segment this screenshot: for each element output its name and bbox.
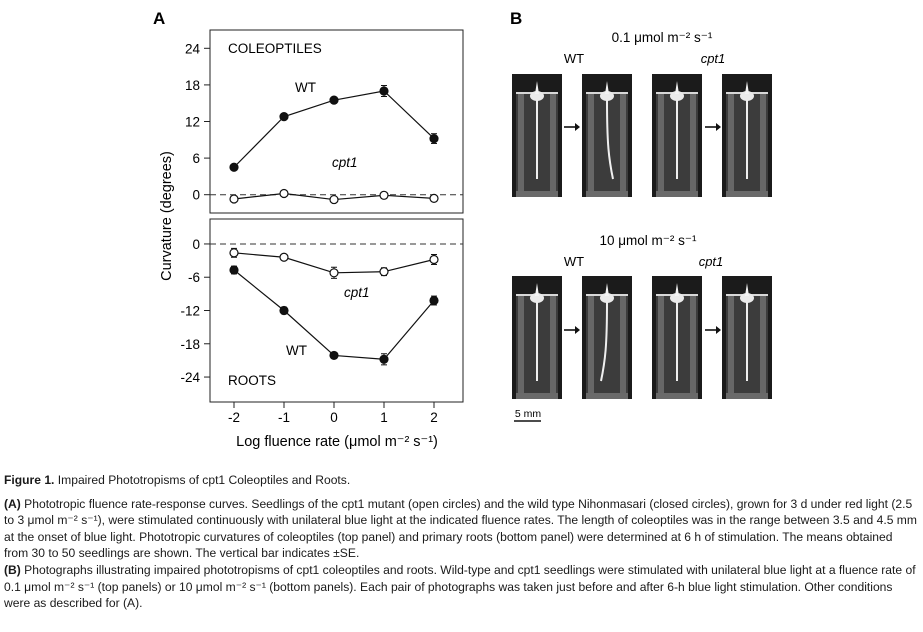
wt-point	[229, 265, 239, 275]
seedling-photo	[652, 74, 702, 197]
root-wt-label: WT	[286, 343, 307, 358]
x-tick-label: 0	[330, 410, 338, 425]
wt-point	[429, 295, 439, 306]
root-series	[229, 247, 439, 366]
y-tick-label: 12	[185, 115, 200, 130]
y-tick-label: -6	[188, 270, 200, 285]
wt-point	[429, 133, 439, 144]
bottom-wt-label: WT	[564, 254, 584, 269]
top-cpt1-label: cpt1	[701, 51, 726, 66]
seedling-photo	[582, 276, 632, 399]
caption-title: Figure 1. Impaired Phototropisms of cpt1…	[4, 472, 918, 489]
arrow-icon	[564, 326, 580, 334]
y-tick-label: 0	[192, 188, 200, 203]
cpt1-point	[279, 252, 289, 262]
wt-point	[279, 112, 289, 122]
cpt1-point	[229, 248, 239, 258]
caption-b-text: Photographs illustrating impaired photot…	[4, 562, 916, 611]
y-tick-label: -24	[180, 370, 200, 385]
caption-a-label: (A)	[4, 496, 21, 511]
coleoptiles-label: COLEOPTILES	[228, 41, 322, 56]
caption-figure-number: Figure 1.	[4, 473, 55, 487]
coleoptile-plot-frame	[209, 29, 464, 214]
wt-point	[329, 350, 339, 361]
y-tick-label: 18	[185, 78, 200, 93]
roots-label: ROOTS	[228, 373, 276, 388]
cpt1-point	[429, 254, 439, 265]
panel-b-letter: B	[510, 9, 522, 28]
coleoptile-series	[229, 85, 439, 205]
arrow-icon	[564, 123, 580, 131]
y-tick-label: -12	[180, 304, 200, 319]
seedling-photo	[722, 276, 772, 399]
wt-point	[329, 95, 339, 105]
root-cpt1-label: cpt1	[344, 285, 370, 300]
wt-point	[279, 305, 289, 316]
arrow-icon	[705, 123, 721, 131]
cpt1-point	[279, 188, 289, 199]
cpt1-point	[329, 194, 339, 205]
x-tick-label: -2	[228, 410, 240, 425]
seedling-photo	[652, 276, 702, 399]
caption-paragraph-a: (A) Phototropic fluence rate-response cu…	[4, 496, 918, 562]
seedling-photo	[722, 74, 772, 197]
figure-caption: Figure 1. Impaired Phototropisms of cpt1…	[4, 472, 918, 612]
top-wt-label: WT	[564, 51, 584, 66]
x-axis: -2 -1 0 1 2	[228, 402, 438, 425]
caption-a-text: Phototropic fluence rate-response curves…	[4, 496, 917, 561]
y-axis-title: Curvature (degrees)	[159, 151, 175, 281]
seedling-photographs	[512, 74, 772, 399]
wt-line	[233, 269, 435, 360]
root-y-axis: 0 -6 -12 -18 -24	[180, 237, 210, 385]
x-tick-label: 1	[380, 410, 388, 425]
cpt1-point	[229, 194, 239, 204]
y-tick-label: 0	[192, 237, 200, 252]
coleoptile-wt-label: WT	[295, 80, 316, 95]
coleoptile-cpt1-label: cpt1	[332, 155, 358, 170]
caption-title-text: Impaired Phototropisms of cpt1 Coleoptil…	[57, 473, 351, 487]
seedling-photo	[582, 74, 632, 197]
cpt1-point	[379, 190, 389, 200]
panel-a-letter: A	[153, 9, 165, 28]
caption-b-label: (B)	[4, 562, 21, 577]
wt-point	[229, 162, 239, 172]
top-fluence-label: 0.1 μmol m⁻² s⁻¹	[612, 30, 713, 45]
x-axis-title: Log fluence rate (μmol m⁻² s⁻¹)	[236, 434, 438, 450]
arrow-icon	[705, 326, 721, 334]
wt-point	[379, 354, 389, 364]
y-tick-label: 6	[192, 151, 200, 166]
x-tick-label: 2	[430, 410, 438, 425]
coleoptile-y-axis: 24 18 12 6 0	[185, 41, 210, 203]
x-tick-label: -1	[278, 410, 290, 425]
seedling-photo	[512, 74, 562, 197]
cpt1-point	[329, 268, 339, 278]
seedling-photo	[512, 276, 562, 399]
bottom-fluence-label: 10 μmol m⁻² s⁻¹	[599, 233, 697, 248]
caption-paragraph-b: (B) Photographs illustrating impaired ph…	[4, 562, 918, 612]
y-tick-label: 24	[185, 41, 201, 56]
bottom-cpt1-label: cpt1	[699, 254, 724, 269]
cpt1-point	[379, 267, 389, 277]
y-tick-label: -18	[180, 337, 200, 352]
cpt1-point	[429, 193, 439, 203]
wt-point	[379, 86, 389, 96]
scale-bar-label: 5 mm	[515, 408, 542, 420]
